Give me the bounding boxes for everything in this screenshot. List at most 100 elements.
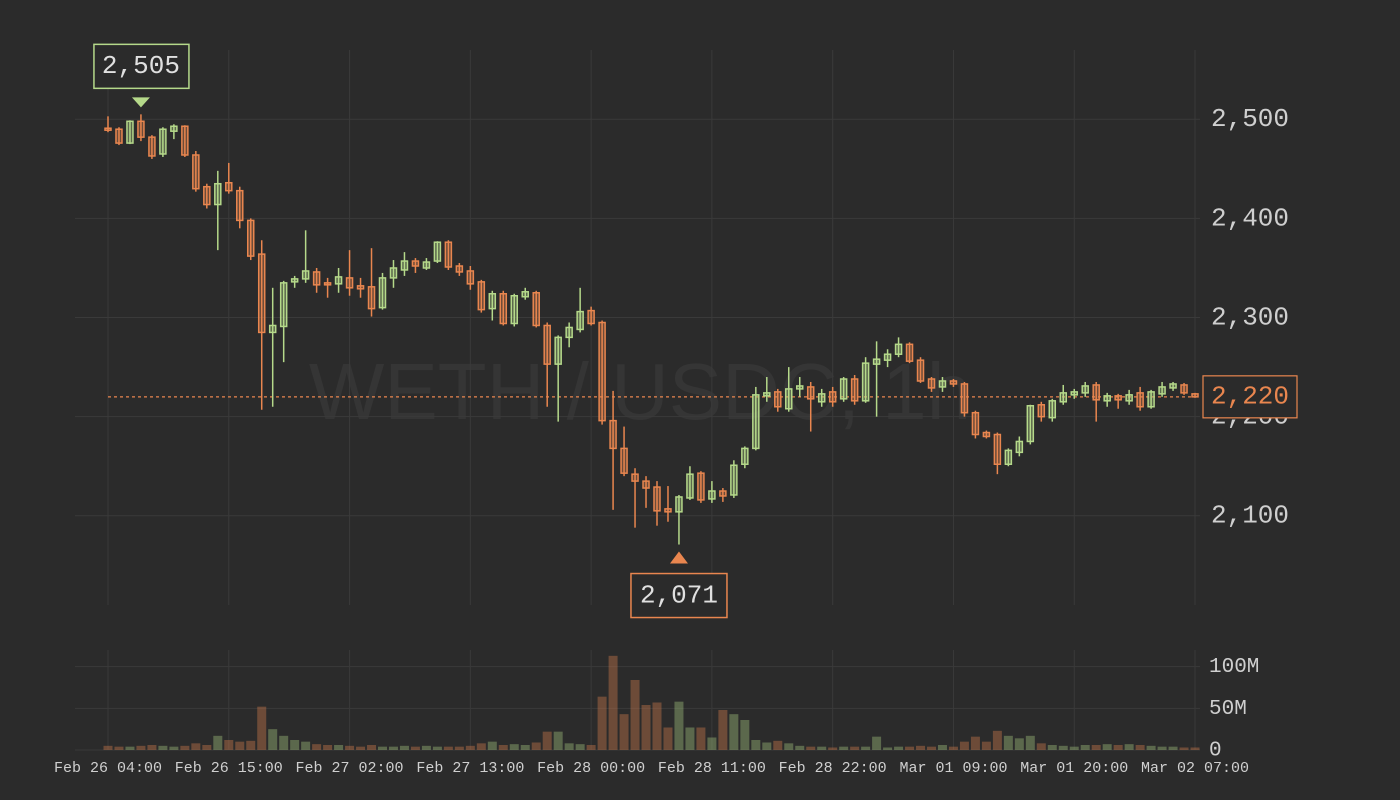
volume-bar [718, 710, 728, 750]
volume-bar [970, 736, 980, 750]
candle-body [598, 321, 606, 422]
volume-bar [136, 745, 146, 750]
candle-body [301, 270, 310, 280]
volume-bar [883, 747, 893, 750]
candle-body [356, 285, 365, 290]
candle-body [861, 362, 870, 402]
volume-bar [663, 727, 673, 750]
candle-body [466, 270, 475, 285]
candle-body [159, 128, 167, 155]
candle-body [389, 267, 398, 279]
volume-bar [454, 746, 464, 750]
volume-bar [992, 730, 1002, 750]
candle-body [257, 253, 266, 334]
candle-body [971, 411, 980, 436]
candle-body [741, 447, 749, 465]
volume-bar [169, 746, 179, 750]
volume-tick-label: 0 [1209, 740, 1222, 763]
candle-body [455, 265, 464, 273]
volume-bar [487, 741, 497, 750]
candle-body [1191, 393, 1199, 398]
x-tick-label: Feb 28 00:00 [537, 760, 645, 777]
volume-bar [619, 714, 629, 750]
candle-body [214, 182, 222, 206]
volume-bar [410, 746, 420, 750]
candle-body [1103, 395, 1111, 402]
volume-bar [850, 746, 860, 750]
volume-bar [509, 744, 519, 750]
x-tick-label: Feb 26 04:00 [54, 760, 162, 777]
candle-body [554, 336, 562, 365]
volume-bar [872, 736, 882, 750]
candle-body [949, 380, 958, 385]
candle-body [576, 310, 584, 331]
volume-bar [367, 745, 377, 750]
candle-body [883, 353, 892, 361]
candle-body [268, 324, 277, 334]
low-marker [669, 551, 688, 564]
candle-body [708, 490, 716, 500]
volume-bar [1168, 746, 1178, 750]
x-tick-label: Feb 28 11:00 [658, 760, 766, 777]
volume-bar [828, 747, 838, 750]
candle-body [927, 378, 936, 389]
candle-body [378, 277, 387, 309]
y-tick-label: 2,300 [1211, 302, 1289, 332]
candle-body [785, 388, 793, 410]
volume-bar [652, 702, 662, 750]
volume-bar [861, 746, 871, 750]
candle-body [828, 391, 837, 403]
volume-bar [191, 743, 201, 750]
candle-body [1070, 391, 1078, 396]
candle-body [850, 378, 859, 402]
volume-bar [421, 745, 431, 750]
candle-body [1158, 386, 1166, 395]
candle-body [587, 309, 595, 325]
volume-bar [312, 744, 322, 750]
low-label: 2,071 [640, 580, 718, 610]
candle-body [1026, 405, 1035, 443]
volume-bar [685, 727, 695, 750]
candle-body [774, 391, 782, 408]
volume-bar [1069, 746, 1079, 750]
volume-bar [575, 744, 585, 750]
high-box [93, 43, 190, 90]
volume-bar [147, 745, 157, 750]
candle-body [1037, 404, 1046, 418]
x-tick-label: Feb 28 22:00 [779, 760, 887, 777]
volume-bar [399, 745, 409, 750]
volume-bar [751, 740, 761, 750]
volume-bar [641, 705, 651, 750]
volume-bar [817, 746, 827, 750]
volume-bar [1135, 745, 1145, 750]
volume-bar [498, 745, 508, 750]
x-tick-label: Feb 27 02:00 [296, 760, 404, 777]
volume-bar [542, 731, 552, 750]
candle-body [631, 473, 639, 482]
volume-bar [608, 655, 618, 750]
volume-bar [707, 737, 717, 750]
volume-bar [531, 742, 541, 750]
volume-bar [1124, 744, 1134, 750]
volume-bar [520, 745, 530, 750]
volume-bar [114, 746, 124, 750]
x-tick-label: Mar 02 07:00 [1141, 760, 1249, 777]
volume-bar [729, 714, 739, 750]
volume-bar [1146, 745, 1156, 750]
volume-bar [1036, 743, 1046, 750]
candle-body [499, 293, 508, 325]
candle-body [1081, 385, 1089, 394]
volume-bar [224, 740, 234, 750]
candle-body [543, 324, 551, 365]
volume-bar [773, 740, 783, 750]
candle-body [422, 261, 431, 269]
candle-body [104, 127, 112, 131]
candle-body [872, 358, 881, 365]
volume-bar [630, 680, 640, 750]
volume-bar [1080, 745, 1090, 750]
candle-body [905, 343, 914, 362]
low-box [630, 572, 728, 619]
x-tick-label: Mar 01 20:00 [1020, 760, 1128, 777]
candle-body [719, 490, 727, 497]
